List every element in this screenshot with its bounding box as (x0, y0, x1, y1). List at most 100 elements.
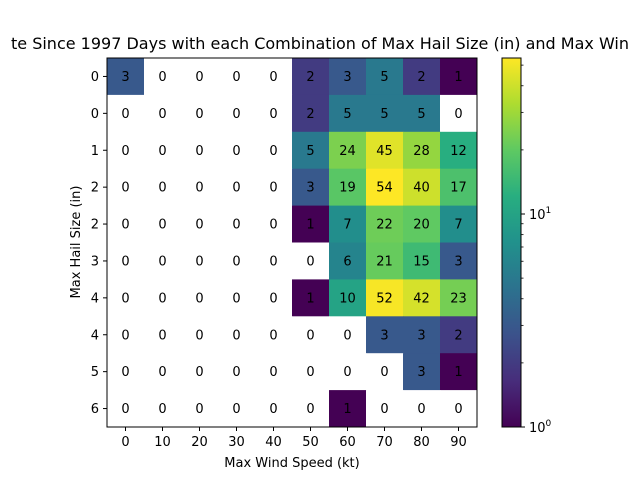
cell-value-label: 0 (232, 254, 240, 269)
cell-value-label: 0 (121, 291, 129, 306)
x-tick-label: 40 (265, 435, 282, 450)
cell-value-label: 0 (269, 107, 277, 122)
x-tick-label: 10 (154, 435, 171, 450)
colorbar-tick-label: 100 (529, 419, 552, 436)
cell-value-label: 0 (121, 402, 129, 417)
heatmap-cell (107, 353, 145, 391)
y-tick-label: 2 (91, 181, 99, 196)
cell-value-label: 0 (232, 365, 240, 380)
cell-value-label: 52 (376, 291, 393, 306)
cell-value-label: 0 (232, 328, 240, 343)
heatmap-cell (440, 94, 478, 133)
cell-value-label: 0 (195, 328, 203, 343)
cell-value-label: 0 (380, 365, 388, 380)
heatmap-cell (329, 242, 367, 280)
cell-value-label: 1 (306, 291, 314, 306)
cell-labels: 3 0 0 0 0 2 3 5 2 10 0 0 0 0 2 5 5 5 00 0 0 0 0 5 24 45 28 120 0 0 0 0 3… (121, 70, 466, 417)
y-tick-label: 1 (91, 144, 99, 159)
heatmap-cell (255, 279, 293, 317)
cell-value-label: 0 (195, 107, 203, 122)
heatmap-cell (218, 58, 256, 96)
heatmap-cell (366, 242, 404, 280)
heatmap-cell (107, 168, 145, 206)
cell-value-label: 2 (306, 70, 314, 85)
heatmap-cell (366, 279, 404, 317)
heatmap-cell (255, 353, 293, 391)
cell-value-label: 1 (343, 402, 351, 417)
heatmap-cell (403, 390, 441, 428)
cell-value-label: 0 (269, 70, 277, 85)
cell-value-label: 5 (380, 107, 388, 122)
heatmap-cell (329, 353, 367, 391)
cell-value-label: 2 (306, 107, 314, 122)
cell-value-label: 0 (454, 402, 462, 417)
heatmap-cells (107, 58, 478, 428)
heatmap-cell (403, 316, 441, 354)
cell-value-label: 0 (306, 328, 314, 343)
x-tick-label: 70 (376, 435, 393, 450)
heatmap-cell (366, 316, 404, 354)
heatmap-cell (181, 131, 219, 170)
heatmap-cell (255, 168, 293, 206)
heatmap-cell (144, 131, 182, 170)
x-axis-ticks: 0 10 20 30 40 50 60 70 80 90 (121, 427, 467, 450)
cell-value-label: 0 (454, 107, 462, 122)
cell-value-label: 0 (417, 402, 425, 417)
heatmap-cell (440, 242, 478, 280)
heatmap-cell (181, 353, 219, 391)
heatmap-cell (144, 279, 182, 317)
cell-value-label: 5 (343, 107, 351, 122)
cell-value-label: 0 (343, 328, 351, 343)
cell-value-label: 19 (339, 181, 356, 196)
heatmap-cell (144, 316, 182, 354)
cell-value-label: 23 (450, 291, 467, 306)
cell-value-label: 0 (232, 402, 240, 417)
cell-value-label: 0 (121, 365, 129, 380)
cell-value-label: 0 (195, 181, 203, 196)
heatmap-cell (329, 58, 367, 96)
cell-value-label: 28 (413, 144, 430, 159)
cell-value-label: 0 (158, 107, 166, 122)
y-tick-label: 0 (91, 70, 99, 85)
heatmap-cell (255, 205, 293, 243)
heatmap-cell (107, 58, 145, 96)
colorbar-ticks: 100 101 (521, 64, 552, 436)
cell-value-label: 0 (158, 365, 166, 380)
y-tick-label: 6 (91, 402, 99, 417)
cell-value-label: 0 (232, 107, 240, 122)
cell-value-label: 7 (454, 218, 462, 233)
heatmap-cell (292, 353, 330, 391)
heatmap-cell (292, 205, 330, 243)
cell-value-label: 0 (158, 181, 166, 196)
heatmap-cell (218, 390, 256, 428)
cell-value-label: 0 (195, 365, 203, 380)
cell-value-label: 0 (269, 144, 277, 159)
cell-value-label: 0 (195, 402, 203, 417)
cell-value-label: 0 (232, 181, 240, 196)
heatmap-cell (144, 58, 182, 96)
heatmap-cell (329, 168, 367, 206)
cell-value-label: 0 (269, 291, 277, 306)
heatmap-cell (440, 58, 478, 96)
heatmap-cell (144, 353, 182, 391)
heatmap-cell (292, 242, 330, 280)
heatmap-cell (403, 242, 441, 280)
heatmap-cell (144, 242, 182, 280)
cell-value-label: 3 (417, 328, 425, 343)
heatmap-cell (107, 205, 145, 243)
heatmap-cell (218, 316, 256, 354)
heatmap-cell (107, 242, 145, 280)
heatmap-cell (218, 131, 256, 170)
cell-value-label: 15 (413, 254, 430, 269)
cell-value-label: 3 (121, 70, 129, 85)
cell-value-label: 0 (232, 70, 240, 85)
cell-value-label: 0 (306, 254, 314, 269)
heatmap-cell (329, 131, 367, 170)
heatmap-cell (403, 131, 441, 170)
heatmap-cell (181, 242, 219, 280)
x-tick-label: 0 (121, 435, 129, 450)
heatmap-cell (403, 279, 441, 317)
cell-value-label: 0 (232, 144, 240, 159)
heatmap-cell (440, 353, 478, 391)
heatmap-cell (366, 205, 404, 243)
